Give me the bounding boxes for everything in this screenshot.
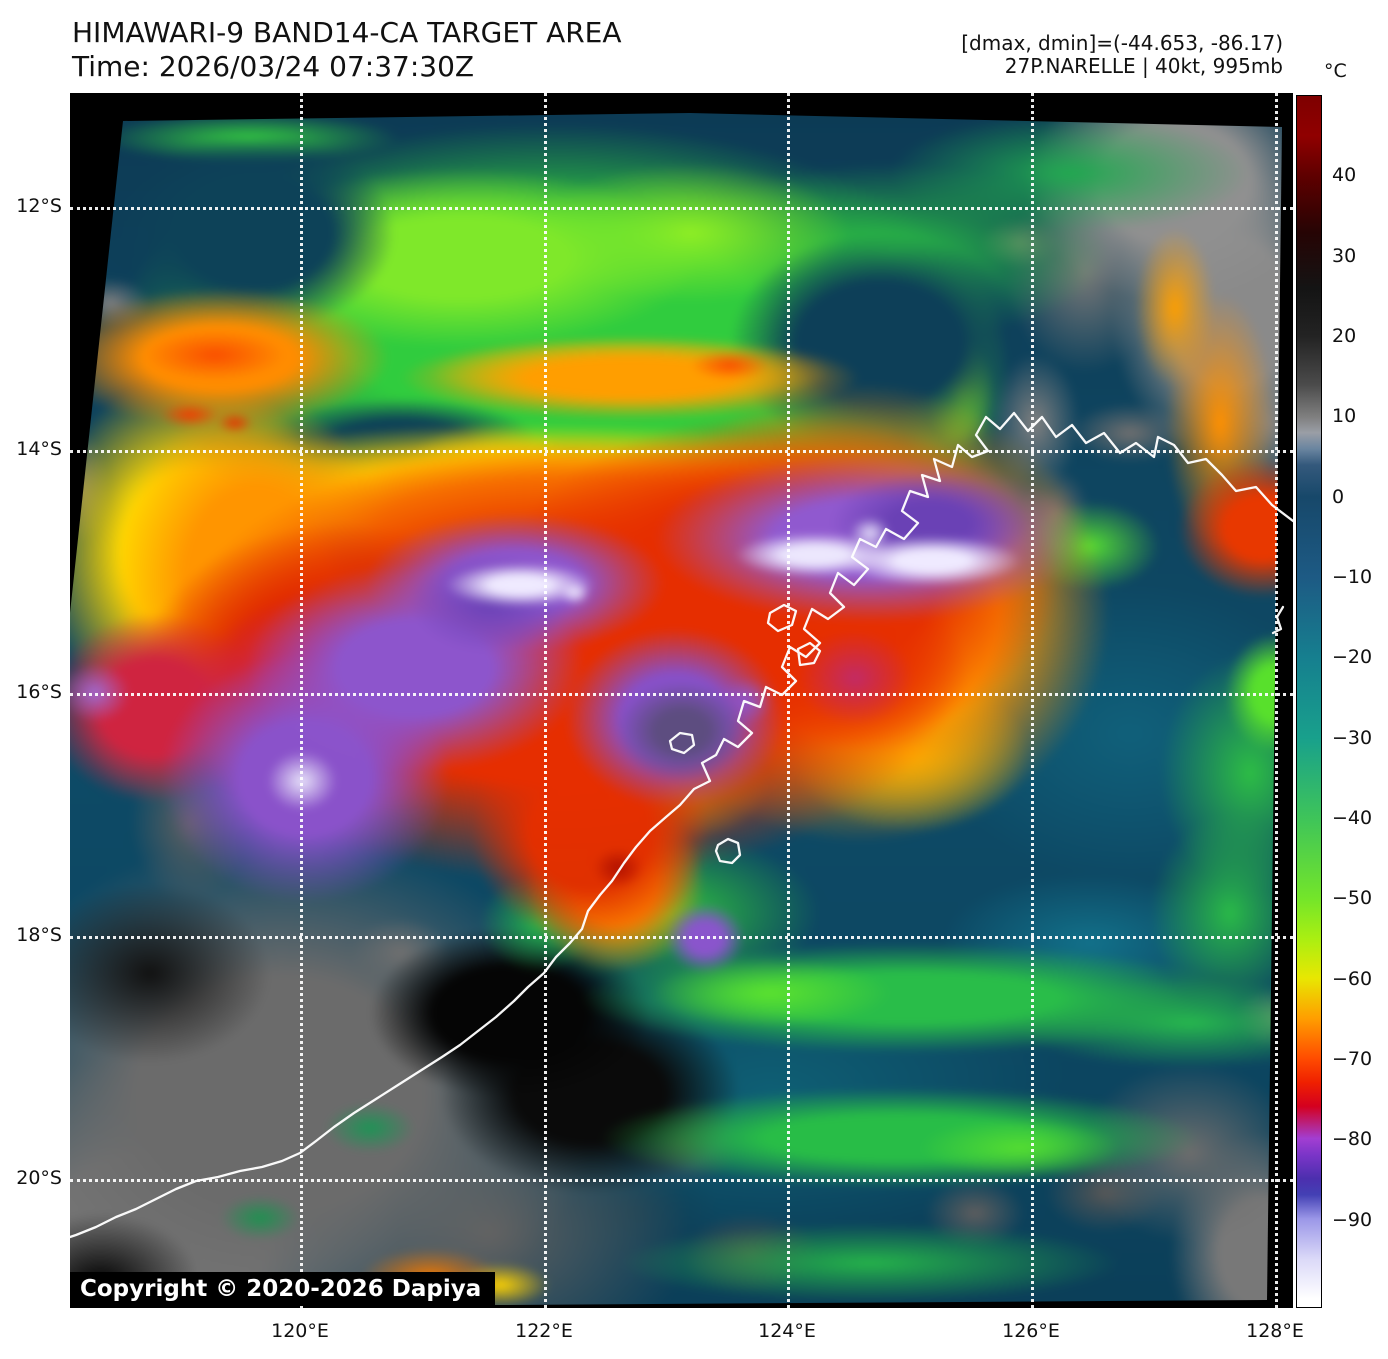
y-axis-label: 14°S [0, 438, 62, 460]
header-stats: [dmax, dmin]=(-44.653, -86.17) 27P.NAREL… [961, 32, 1283, 78]
colorbar-tick-label: 30 [1332, 245, 1356, 267]
product-title: HIMAWARI-9 BAND14-CA TARGET AREA [72, 16, 622, 49]
gridline-horizontal [70, 450, 1293, 453]
plot-area: Copyright © 2020-2026 Dapiya [70, 93, 1293, 1308]
colorbar-tick-label: 20 [1332, 325, 1356, 347]
storm-info: 27P.NARELLE | 40kt, 995mb [961, 55, 1283, 78]
y-axis-label: 20°S [0, 1167, 62, 1189]
gridline-horizontal [70, 1179, 1293, 1182]
colorbar-tick-label: −60 [1332, 968, 1372, 990]
colorbar-tick-label: −90 [1332, 1209, 1372, 1231]
y-axis-label: 12°S [0, 195, 62, 217]
colorbar-tick-label: −50 [1332, 887, 1372, 909]
infrared-imagery [70, 93, 1293, 1308]
colorbar-tick-label: −30 [1332, 727, 1372, 749]
gridline-vertical [544, 93, 547, 1308]
satellite-swath [70, 93, 1293, 1308]
colorbar-tick-label: −40 [1332, 807, 1372, 829]
temperature-colorbar [1296, 95, 1322, 1308]
gridline-vertical [300, 93, 303, 1308]
gridline-horizontal [70, 693, 1293, 696]
x-axis-label: 120°E [255, 1320, 345, 1342]
satellite-product-page: HIMAWARI-9 BAND14-CA TARGET AREATime: 20… [0, 0, 1388, 1359]
gridline-vertical [1031, 93, 1034, 1308]
colorbar-unit-label: °C [1324, 60, 1347, 82]
x-axis-label: 124°E [742, 1320, 832, 1342]
colorbar-tick-label: −20 [1332, 646, 1372, 668]
gridline-vertical [1275, 93, 1278, 1308]
colorbar-tick-label: 40 [1332, 164, 1356, 186]
gridline-horizontal [70, 936, 1293, 939]
colorbar-tick-label: −10 [1332, 566, 1372, 588]
x-axis-label: 122°E [499, 1320, 589, 1342]
y-axis-label: 18°S [0, 924, 62, 946]
timestamp: Time: 2026/03/24 07:37:30Z [72, 50, 474, 83]
colorbar-tick-label: −80 [1332, 1128, 1372, 1150]
y-axis-label: 16°S [0, 681, 62, 703]
colorbar-tick-label: 10 [1332, 405, 1356, 427]
colorbar-tick-label: 0 [1332, 486, 1344, 508]
gridline-horizontal [70, 207, 1293, 210]
gridline-vertical [787, 93, 790, 1308]
x-axis-label: 128°E [1230, 1320, 1320, 1342]
colorbar-tick-label: −70 [1332, 1048, 1372, 1070]
x-axis-label: 126°E [986, 1320, 1076, 1342]
copyright-badge: Copyright © 2020-2026 Dapiya [70, 1272, 495, 1306]
dmax-dmin-readout: [dmax, dmin]=(-44.653, -86.17) [961, 32, 1283, 55]
page-title: HIMAWARI-9 BAND14-CA TARGET AREATime: 20… [72, 16, 622, 84]
